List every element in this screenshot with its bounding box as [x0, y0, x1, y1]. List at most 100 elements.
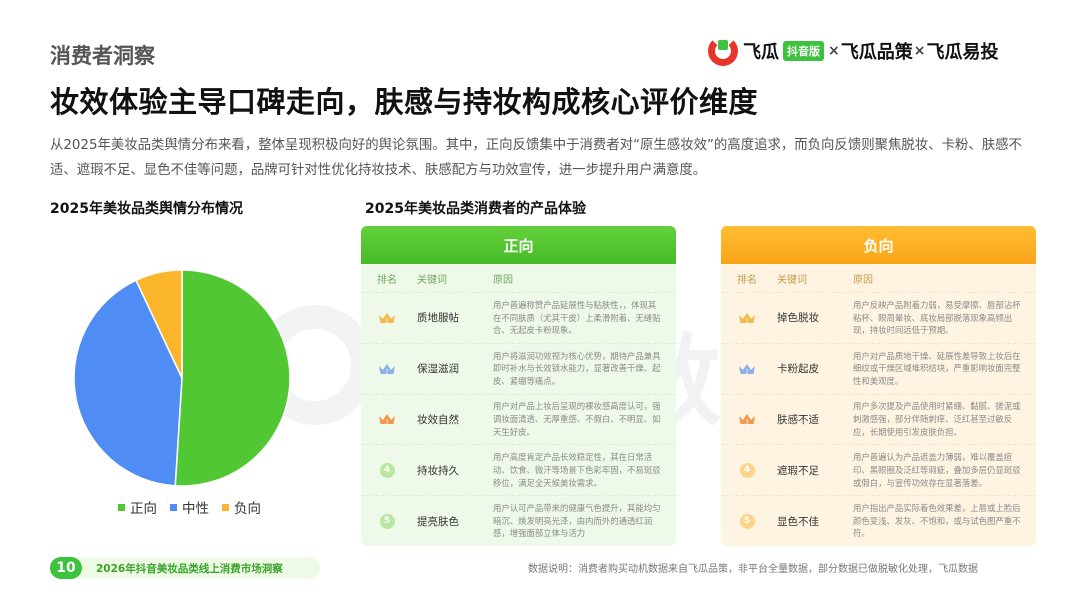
negative-header: 负向 — [721, 226, 1036, 264]
positive-row: 1 质地服帖 用户普遍称赞产品延展性与贴肤性，，体现其在不同肤质（尤其干皮）上柔滑附… — [361, 292, 676, 343]
positive-panel: 正向 排名 关键词 原因 1 质地服帖 用户普遍称赞产品延展性与贴肤性，，体现其在不… — [361, 226, 676, 546]
svg-text:3: 3 — [745, 420, 748, 426]
pie-slice-3 — [135, 269, 183, 379]
report-name: 2026年抖音美妆品类线上消费市场洞察 — [96, 562, 283, 575]
keyword-cell: 质地服帖 — [417, 312, 459, 325]
positive-row: 5 提亮肤色 用户认可产品带来的健康气色提升，其能均匀暗沉、焕发明亮光泽，由内而外的… — [361, 495, 676, 546]
reason-cell: 用户高度肯定产品长效稳定性，其在日常活动、饮食、微汗等场景下色彩牢固，不易斑驳移… — [493, 452, 661, 488]
reason-cell: 用户认可产品带来的健康气色提升，其能均匀暗沉、焕发明亮光泽，由内而外的通透红润感… — [493, 502, 661, 539]
reason-cell: 用户对产品质地干燥、延展性差导致上妆后在细纹或干燥区域堆积结块，严重影响妆面完整… — [853, 350, 1021, 387]
page-number: 10 — [50, 557, 82, 579]
rank-cell: 5 — [721, 513, 773, 529]
keyword-cell: 妆效自然 — [417, 413, 459, 426]
svg-text:3: 3 — [385, 420, 388, 426]
svg-text:1: 1 — [745, 318, 748, 324]
reason-cell: 用户反映产品附着力弱，易受摩擦、唇部沾杯粘杯、眼周晕妆、底妆局部脱落现象高频出现… — [853, 299, 1021, 336]
section-label: 消费者洞察 — [50, 44, 155, 68]
legend-swatch — [118, 503, 125, 511]
positive-rows: 1 质地服帖 用户普遍称赞产品延展性与贴肤性，，体现其在不同肤质（尤其干皮）上柔滑附… — [361, 292, 676, 546]
rank-cell: 1 — [361, 312, 413, 324]
pie-chart-title: 2025年美妆品类舆情分布情况 — [50, 201, 243, 217]
negative-row: 4 遮瑕不足 用户普遍认为产品遮盖力薄弱，难以覆盖痘印、黑眼圈及泛红等瑕疵，叠加多层… — [721, 444, 1036, 495]
feigua-logo-icon — [708, 36, 738, 66]
rank-cell: 4 — [721, 462, 773, 478]
negative-row: 2 卡粉起皮 用户对产品质地干燥、延展性差导致上妆后在细纹或干燥区域堆积结块，严重影… — [721, 342, 1036, 394]
crown-icon: 2 — [739, 363, 755, 375]
logo-separator: × — [913, 43, 926, 59]
rank-cell: 1 — [721, 312, 773, 324]
col-keyword: 关键词 — [417, 274, 447, 286]
positive-row: 3 妆效自然 用户对产品上妆后呈现的裸妆感高度认可，强调妆面清透、无厚重感、不假白、… — [361, 393, 676, 445]
legend-label: 中性 — [182, 501, 209, 517]
rank-cell: 4 — [361, 462, 413, 478]
keyword-cell: 持妆持久 — [417, 464, 459, 477]
reason-cell: 用户对产品上妆后呈现的裸妆感高度认可，强调妆面清透、无厚重感、不假白、不明显、如… — [493, 401, 661, 437]
rank-cell: 2 — [721, 363, 773, 375]
rank-number-icon: 5 — [379, 513, 395, 529]
svg-text:2: 2 — [745, 369, 748, 375]
negative-row: 1 掉色脱妆 用户反映产品附着力弱，易受摩擦、唇部沾杯粘杯、眼周晕妆、底妆局部脱落现… — [721, 292, 1036, 343]
reason-cell: 用户指出产品实际着色效果差，上唇或上脸后颜色变浅、发灰、不饱和，或与试色图严重不… — [853, 502, 1021, 539]
positive-row: 2 保湿滋润 用户将滋润功效视为核心优势，期待产品兼具即时补水与长效锁水能力，显著改… — [361, 342, 676, 394]
keyword-cell: 卡粉起皮 — [777, 363, 819, 376]
crown-icon: 3 — [379, 414, 395, 426]
reason-cell: 用户普遍认为产品遮盖力薄弱，难以覆盖痘印、黑眼圈及泛红等瑕疵，叠加多层仍显斑驳或… — [853, 452, 1021, 488]
footer-report-badge: 10 2026年抖音美妆品类线上消费市场洞察 — [50, 557, 320, 579]
positive-column-headers: 排名 关键词 原因 — [361, 264, 676, 292]
negative-rows: 1 掉色脱妆 用户反映产品附着力弱，易受摩擦、唇部沾杯粘杯、眼周晕妆、底妆局部脱落现… — [721, 292, 1036, 546]
legend-item: 中性 — [170, 497, 209, 517]
negative-panel: 负向 排名 关键词 原因 1 掉色脱妆 用户反映产品附着力弱，易受摩擦、唇部沾杯粘杯… — [721, 226, 1036, 546]
logo-yitou: 飞瓜易投 — [926, 42, 999, 63]
rank-cell: 3 — [721, 413, 773, 425]
keyword-cell: 遮瑕不足 — [777, 464, 819, 477]
brand-logo: 飞瓜 抖音版 × 飞瓜品策 × 飞瓜易投 — [708, 36, 998, 66]
legend-label: 正向 — [130, 501, 157, 517]
crown-icon: 1 — [739, 312, 755, 324]
keyword-cell: 显色不佳 — [777, 515, 819, 528]
keyword-cell: 提亮肤色 — [417, 515, 459, 528]
legend-item: 正向 — [118, 497, 157, 517]
rank-number-icon: 5 — [739, 513, 755, 529]
experience-table-title: 2025年美妆品类消费者的产品体验 — [365, 201, 586, 217]
intro-paragraph: 从2025年美妆品类舆情分布来看，整体呈现积极向好的舆论氛围。其中，正向反馈集中… — [50, 138, 1022, 178]
negative-row: 3 肤感不适 用户多次提及产品使用时紧绷、黏腻、搓泥或刺激感强，部分伴随刺痒、泛红甚… — [721, 393, 1036, 445]
col-reason: 原因 — [853, 274, 873, 286]
sentiment-pie-chart — [73, 269, 291, 487]
legend-item: 负向 — [222, 497, 261, 517]
rank-cell: 3 — [361, 413, 413, 425]
keyword-cell: 保湿滋润 — [417, 363, 459, 376]
keyword-cell: 掉色脱妆 — [777, 312, 819, 325]
data-note: 数据说明：消费者购买动机数据来自飞瓜品策，非平台全量数据，部分数据已做脱敏化处理… — [528, 564, 978, 575]
logo-badge: 抖音版 — [783, 41, 824, 61]
reason-cell: 用户普遍称赞产品延展性与贴肤性，，体现其在不同肤质（尤其干皮）上柔滑附着、无缝贴… — [493, 299, 661, 336]
negative-column-headers: 排名 关键词 原因 — [721, 264, 1036, 292]
logo-name: 飞瓜 — [743, 42, 779, 63]
rank-number-icon: 4 — [379, 462, 395, 478]
legend-swatch — [170, 503, 177, 511]
logo-separator: × — [828, 43, 840, 59]
svg-text:1: 1 — [385, 318, 388, 324]
positive-header: 正向 — [361, 226, 676, 264]
crown-icon: 2 — [379, 363, 395, 375]
positive-row: 4 持妆持久 用户高度肯定产品长效稳定性，其在日常活动、饮食、微汗等场景下色彩牢固，… — [361, 444, 676, 495]
svg-text:2: 2 — [385, 369, 388, 375]
col-reason: 原因 — [493, 274, 513, 286]
col-keyword: 关键词 — [777, 274, 807, 286]
legend-swatch — [222, 503, 229, 511]
pie-slice-1 — [174, 269, 291, 487]
pie-slice-2 — [73, 279, 183, 487]
rank-number-icon: 4 — [739, 462, 755, 478]
crown-icon: 3 — [739, 414, 755, 426]
negative-row: 5 显色不佳 用户指出产品实际着色效果差，上唇或上脸后颜色变浅、发灰、不饱和，或与试… — [721, 495, 1036, 546]
col-rank: 排名 — [377, 274, 397, 286]
crown-icon: 1 — [379, 312, 395, 324]
logo-pince: 飞瓜品策 — [840, 42, 913, 63]
col-rank: 排名 — [737, 274, 757, 286]
reason-cell: 用户多次提及产品使用时紧绷、黏腻、搓泥或刺激感强，部分伴随刺痒、泛红甚至过敏反应… — [853, 401, 1021, 437]
rank-cell: 2 — [361, 363, 413, 375]
reason-cell: 用户将滋润功效视为核心优势，期待产品兼具即时补水与长效锁水能力，显著改善干燥、起… — [493, 350, 661, 387]
legend-label: 负向 — [234, 501, 261, 517]
page-title: 妆效体验主导口碑走向，肤感与持妆构成核心评价维度 — [50, 85, 759, 119]
pie-legend: 正向 中性 负向 — [118, 497, 274, 517]
keyword-cell: 肤感不适 — [777, 413, 819, 426]
